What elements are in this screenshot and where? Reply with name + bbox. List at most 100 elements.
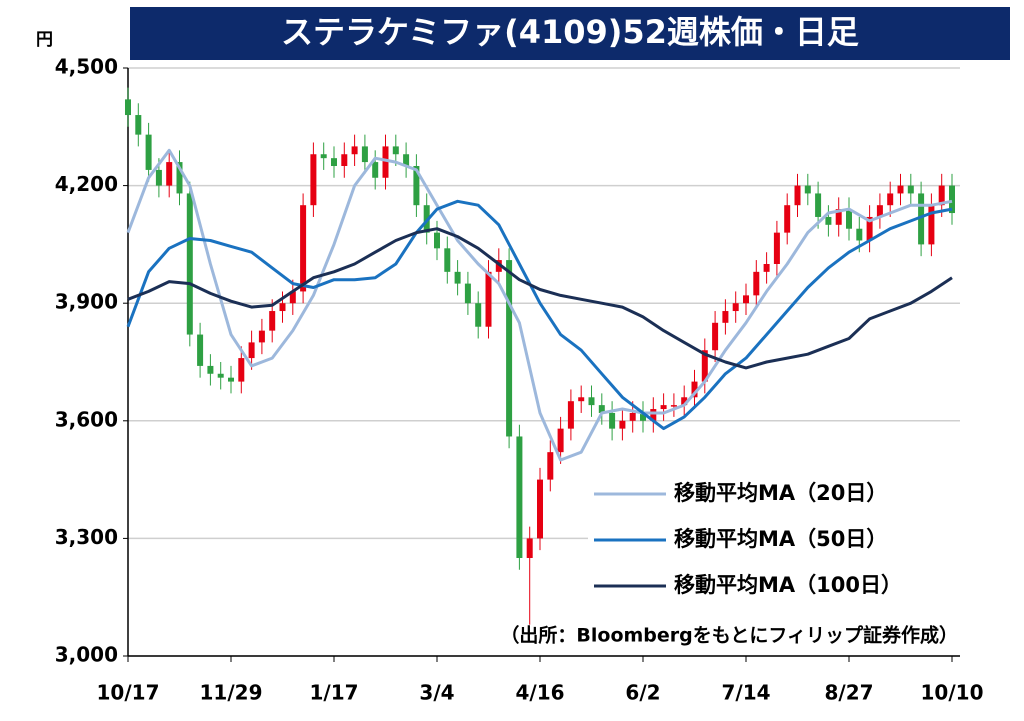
candle-body (743, 295, 749, 304)
moving-average-line (126, 148, 953, 462)
candle-body (145, 134, 152, 170)
candle-body (331, 158, 337, 166)
candle-body (300, 205, 307, 292)
candle-body (125, 99, 131, 116)
candle-body (135, 115, 142, 135)
candle-body (619, 420, 626, 429)
candle-body (485, 271, 492, 327)
candle-body (825, 216, 832, 225)
candle-body (516, 436, 523, 558)
candle-body (413, 166, 420, 206)
candle-body (382, 146, 389, 178)
candle-body (856, 228, 863, 241)
y-tick-label: 4,500 (55, 55, 118, 79)
candle-body (722, 311, 729, 323)
candle-body (918, 193, 925, 245)
candle-body (197, 334, 204, 366)
candle-body (434, 232, 440, 249)
candle-body (176, 162, 183, 194)
candle-body (784, 205, 791, 233)
candle-body (578, 397, 585, 402)
candle-body (887, 193, 894, 206)
x-tick-label: 8/27 (824, 681, 873, 705)
candle-body (506, 260, 513, 437)
candle-body (289, 291, 296, 304)
candle-body (341, 154, 348, 166)
candle-body (640, 412, 646, 421)
moving-average-line (126, 199, 953, 431)
x-tick-label: 10/10 (921, 681, 984, 705)
candle-body (258, 330, 265, 343)
candle-body (773, 232, 780, 264)
candle-body (537, 479, 543, 539)
candle-body (815, 193, 822, 217)
candle-body (279, 303, 286, 312)
candle-body (846, 209, 852, 229)
candle-body (557, 428, 564, 453)
candle-body (526, 538, 533, 558)
candle-body (207, 365, 214, 374)
candle-body (691, 381, 698, 398)
candle-body (712, 322, 719, 351)
candle-body (228, 377, 234, 382)
y-tick-label: 3,900 (55, 290, 118, 314)
candle-body (495, 260, 502, 272)
candle-body (475, 303, 482, 327)
candle-body (835, 209, 842, 225)
candle-body (588, 397, 595, 406)
candle-body (155, 169, 162, 186)
candle-body (928, 205, 935, 245)
candle-body (238, 358, 245, 382)
candle-body (701, 350, 708, 382)
y-tick-label: 4,200 (55, 172, 118, 196)
candle-body (897, 185, 904, 194)
x-tick-label: 11/29 (200, 681, 263, 705)
candle-body (269, 311, 276, 331)
x-tick-label: 3/4 (419, 681, 454, 705)
candle-body (166, 162, 173, 186)
x-tick-label: 4/16 (515, 681, 564, 705)
candle-body (547, 452, 554, 480)
candle-body (681, 397, 688, 406)
x-tick-label: 7/14 (721, 681, 770, 705)
candle-body (609, 412, 616, 429)
y-tick-label: 3,000 (55, 643, 118, 667)
legend-label: 移動平均MA（100日） (674, 573, 902, 597)
candle-body (598, 405, 605, 413)
y-tick-label: 3,300 (55, 525, 118, 549)
candle-body (660, 405, 667, 410)
candle-body (372, 162, 379, 178)
candle-body (217, 373, 224, 378)
candle-body (670, 405, 677, 407)
candle-body (454, 271, 461, 284)
candle-body (351, 146, 358, 155)
candle-body (320, 154, 327, 159)
title-banner (130, 7, 1010, 60)
chart-title: ステラケミファ(4109)52週株価・日足 (281, 13, 859, 51)
legend-label: 移動平均MA（50日） (674, 527, 887, 551)
candle-body (866, 216, 873, 241)
candle-body (650, 409, 657, 421)
candle-body (310, 154, 317, 206)
candle-body (907, 185, 914, 194)
x-tick-label: 1/17 (309, 681, 358, 705)
candle-body (444, 248, 451, 272)
candle-body (732, 303, 739, 312)
candle-body (949, 185, 955, 214)
candle-body (763, 264, 770, 272)
legend-label: 移動平均MA（20日） (674, 481, 887, 505)
candle-body (629, 412, 636, 421)
moving-average-line (127, 227, 953, 370)
candle-body (464, 283, 471, 304)
candle-body (938, 185, 945, 206)
candle-body (392, 146, 399, 155)
candle-body (248, 342, 255, 359)
x-tick-label: 10/17 (97, 681, 160, 705)
candle-body (567, 401, 574, 429)
y-tick-label: 3,600 (55, 407, 118, 431)
x-tick-label: 6/2 (625, 681, 660, 705)
candle-body (794, 185, 801, 206)
candle-body (804, 185, 811, 194)
unit-label: 円 (36, 30, 53, 50)
